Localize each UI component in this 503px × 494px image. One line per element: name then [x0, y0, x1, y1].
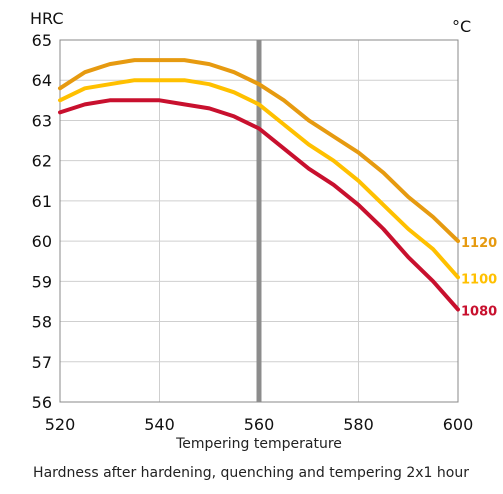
- x-tick-label: 540: [144, 415, 175, 434]
- y-tick-label: 65: [32, 31, 52, 50]
- x-axis-unit: °C: [452, 17, 471, 36]
- y-tick-label: 58: [32, 313, 52, 332]
- series-labels: 1120 1100 1080: [461, 236, 497, 319]
- y-tick-labels: 56 57 58 59 60 61 62 63 64 65: [32, 31, 52, 412]
- x-tick-labels: 520 540 560 580 600: [45, 415, 474, 434]
- x-tick-label: 580: [343, 415, 374, 434]
- y-tick-label: 59: [32, 272, 52, 291]
- series-group: [58, 58, 460, 312]
- series-label-1100: 1100: [461, 272, 497, 287]
- y-tick-label: 64: [32, 71, 52, 90]
- y-tick-label: 61: [32, 192, 52, 211]
- x-tick-label: 600: [443, 415, 474, 434]
- y-tick-label: 57: [32, 353, 52, 372]
- series-line-1120: [58, 58, 460, 244]
- y-tick-label: 62: [32, 152, 52, 171]
- chart-caption: Hardness after hardening, quenching and …: [33, 465, 469, 481]
- series-line-1100: [58, 78, 460, 280]
- series-line-1080: [58, 98, 460, 312]
- x-axis-label: Tempering temperature: [175, 436, 342, 452]
- y-tick-label: 56: [32, 393, 52, 412]
- y-axis-label: HRC: [30, 9, 64, 28]
- series-label-1120: 1120: [461, 236, 497, 251]
- y-tick-label: 60: [32, 232, 52, 251]
- y-tick-label: 63: [32, 111, 52, 130]
- x-tick-label: 520: [45, 415, 76, 434]
- series-label-1080: 1080: [461, 304, 497, 319]
- x-tick-label: 560: [244, 415, 275, 434]
